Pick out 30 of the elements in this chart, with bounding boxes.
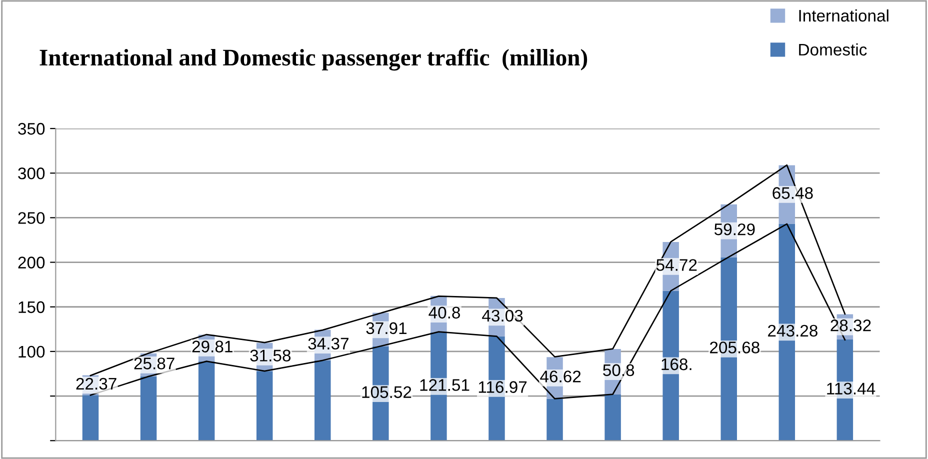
- y-tick-label: 250: [18, 212, 45, 224]
- data-label: 121.51: [420, 379, 470, 391]
- data-label: 29.81: [192, 340, 232, 352]
- legend-label: International: [799, 9, 888, 22]
- data-label: 59.29: [714, 223, 755, 236]
- y-tick-label: 300: [18, 168, 45, 180]
- y-tick-label: 150: [18, 301, 45, 314]
- legend-label: Domestic: [799, 43, 867, 56]
- data-label: 40.8: [428, 306, 460, 319]
- y-tick-label: 350: [18, 122, 45, 135]
- data-label: 50.8: [603, 364, 634, 376]
- data-label: 116.97: [478, 381, 527, 393]
- data-label: 43.03: [482, 310, 523, 322]
- data-label: 25.87: [134, 358, 174, 370]
- data-label: 31.58: [250, 350, 291, 362]
- data-label: 205.68: [710, 342, 760, 354]
- y-tick-label: 100: [18, 346, 45, 358]
- chart-title: International and Domestic passenger traffic (million): [40, 48, 588, 71]
- data-label: 113.44: [827, 382, 876, 395]
- data-label: 65.48: [772, 187, 813, 199]
- data-label: 34.37: [308, 338, 348, 350]
- data-label: 37.91: [366, 322, 407, 334]
- data-label: 28.32: [830, 320, 871, 332]
- data-label: 22.37: [76, 378, 116, 390]
- data-label: 168.: [662, 358, 692, 370]
- data-label: 105.52: [362, 386, 412, 398]
- data-label: 54.72: [656, 259, 697, 271]
- y-tick-label: 200: [18, 256, 45, 268]
- data-label: 243.28: [768, 324, 818, 337]
- data-label: 46.62: [540, 370, 581, 382]
